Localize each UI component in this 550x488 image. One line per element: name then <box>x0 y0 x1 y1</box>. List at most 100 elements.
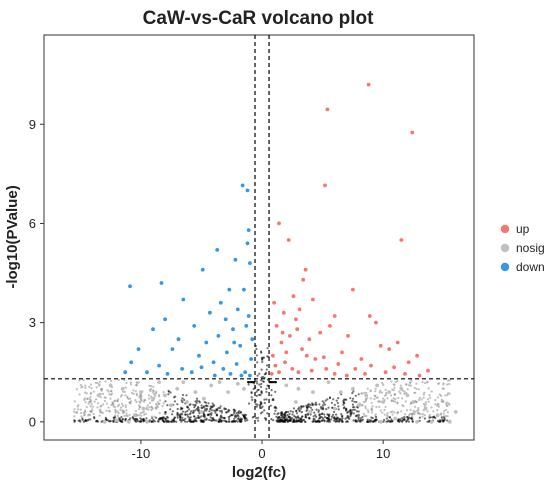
bulk-point <box>348 417 351 420</box>
bulk-point <box>260 390 263 393</box>
bulk-point <box>113 405 117 409</box>
bulk-point <box>362 412 365 415</box>
bulk-point <box>73 410 76 413</box>
bulk-point <box>125 409 128 412</box>
bulk-point <box>142 400 146 403</box>
point-nosig <box>435 413 440 418</box>
point-up <box>395 340 400 345</box>
bulk-point <box>263 373 266 376</box>
bulk-point <box>379 409 382 412</box>
bulk-point <box>220 409 223 412</box>
point-nosig <box>351 386 355 391</box>
bulk-point <box>423 391 426 394</box>
bulk-point <box>359 420 362 423</box>
bulk-point <box>442 382 445 385</box>
bulk-point <box>352 419 355 422</box>
bulk-point <box>202 415 205 418</box>
bulk-point <box>250 381 253 384</box>
bulk-point <box>89 405 92 408</box>
point-up <box>387 347 392 351</box>
point-up <box>325 107 330 112</box>
bulk-point <box>256 374 259 377</box>
point-nosig <box>169 403 174 408</box>
bulk-point <box>259 394 262 397</box>
bulk-point <box>150 420 153 423</box>
point-down <box>123 370 128 375</box>
bulk-point <box>337 397 340 400</box>
bulk-point <box>446 415 449 418</box>
bulk-point <box>294 420 297 423</box>
bulk-point <box>382 420 385 423</box>
bulk-point <box>287 416 290 419</box>
bulk-point <box>423 405 426 408</box>
bulk-point <box>210 413 213 416</box>
point-nosig <box>185 400 189 404</box>
bulk-point <box>103 399 106 403</box>
bulk-point <box>430 406 433 409</box>
bulk-point <box>219 420 222 423</box>
bulk-point <box>195 416 198 420</box>
bulk-point <box>314 401 317 404</box>
bulk-point <box>448 392 451 395</box>
bulk-point <box>83 398 86 401</box>
bulk-point <box>96 420 99 423</box>
bulk-point <box>391 413 394 416</box>
bulk-point <box>184 413 187 416</box>
bulk-point <box>147 408 150 411</box>
bulk-point <box>405 409 409 412</box>
bulk-point <box>207 402 210 405</box>
bulk-point <box>152 389 155 392</box>
bulk-point <box>297 407 300 411</box>
bulk-point <box>139 412 142 415</box>
bulk-point <box>343 406 346 409</box>
bulk-point <box>442 419 445 423</box>
bulk-point <box>351 392 354 395</box>
point-nosig <box>235 381 240 386</box>
bulk-point <box>129 381 132 384</box>
bulk-point <box>149 387 153 391</box>
x-tick-label: 10 <box>376 446 390 461</box>
bulk-point <box>265 398 268 401</box>
bulk-point <box>370 401 373 404</box>
bulk-point <box>213 409 216 412</box>
bulk-point <box>388 416 391 419</box>
point-down <box>215 248 220 252</box>
bulk-point <box>129 402 132 405</box>
point-nosig <box>163 393 168 398</box>
point-nosig <box>202 396 206 401</box>
bulk-point <box>180 407 183 410</box>
bulk-point <box>322 401 325 404</box>
bulk-point <box>108 410 112 413</box>
bulk-point <box>407 420 410 423</box>
bulk-point <box>110 389 113 392</box>
bulk-point <box>152 391 155 394</box>
bulk-point <box>138 420 141 423</box>
bulk-point <box>379 389 382 392</box>
point-up <box>318 330 323 335</box>
bulk-point <box>445 401 448 404</box>
y-tick-label: 0 <box>29 414 36 429</box>
point-down <box>244 324 249 328</box>
bulk-point <box>104 416 107 419</box>
point-up <box>359 357 364 361</box>
bulk-point <box>440 400 443 403</box>
bulk-point <box>352 412 355 415</box>
bulk-point <box>361 392 364 395</box>
bulk-point <box>153 415 156 418</box>
bulk-point <box>352 390 355 393</box>
bulk-point <box>312 415 315 418</box>
bulk-point <box>444 408 448 412</box>
x-tick-label: -10 <box>132 446 151 461</box>
bulk-point <box>335 413 338 416</box>
bulk-point <box>259 412 263 415</box>
point-down <box>200 267 205 272</box>
bulk-point <box>176 407 179 411</box>
bulk-point <box>129 383 133 386</box>
bulk-point <box>278 416 281 419</box>
bulk-point <box>124 386 127 389</box>
bulk-point <box>167 393 170 396</box>
bulk-point <box>155 407 158 410</box>
bulk-point <box>443 417 446 420</box>
bulk-point <box>420 398 423 401</box>
bulk-point <box>390 399 393 402</box>
